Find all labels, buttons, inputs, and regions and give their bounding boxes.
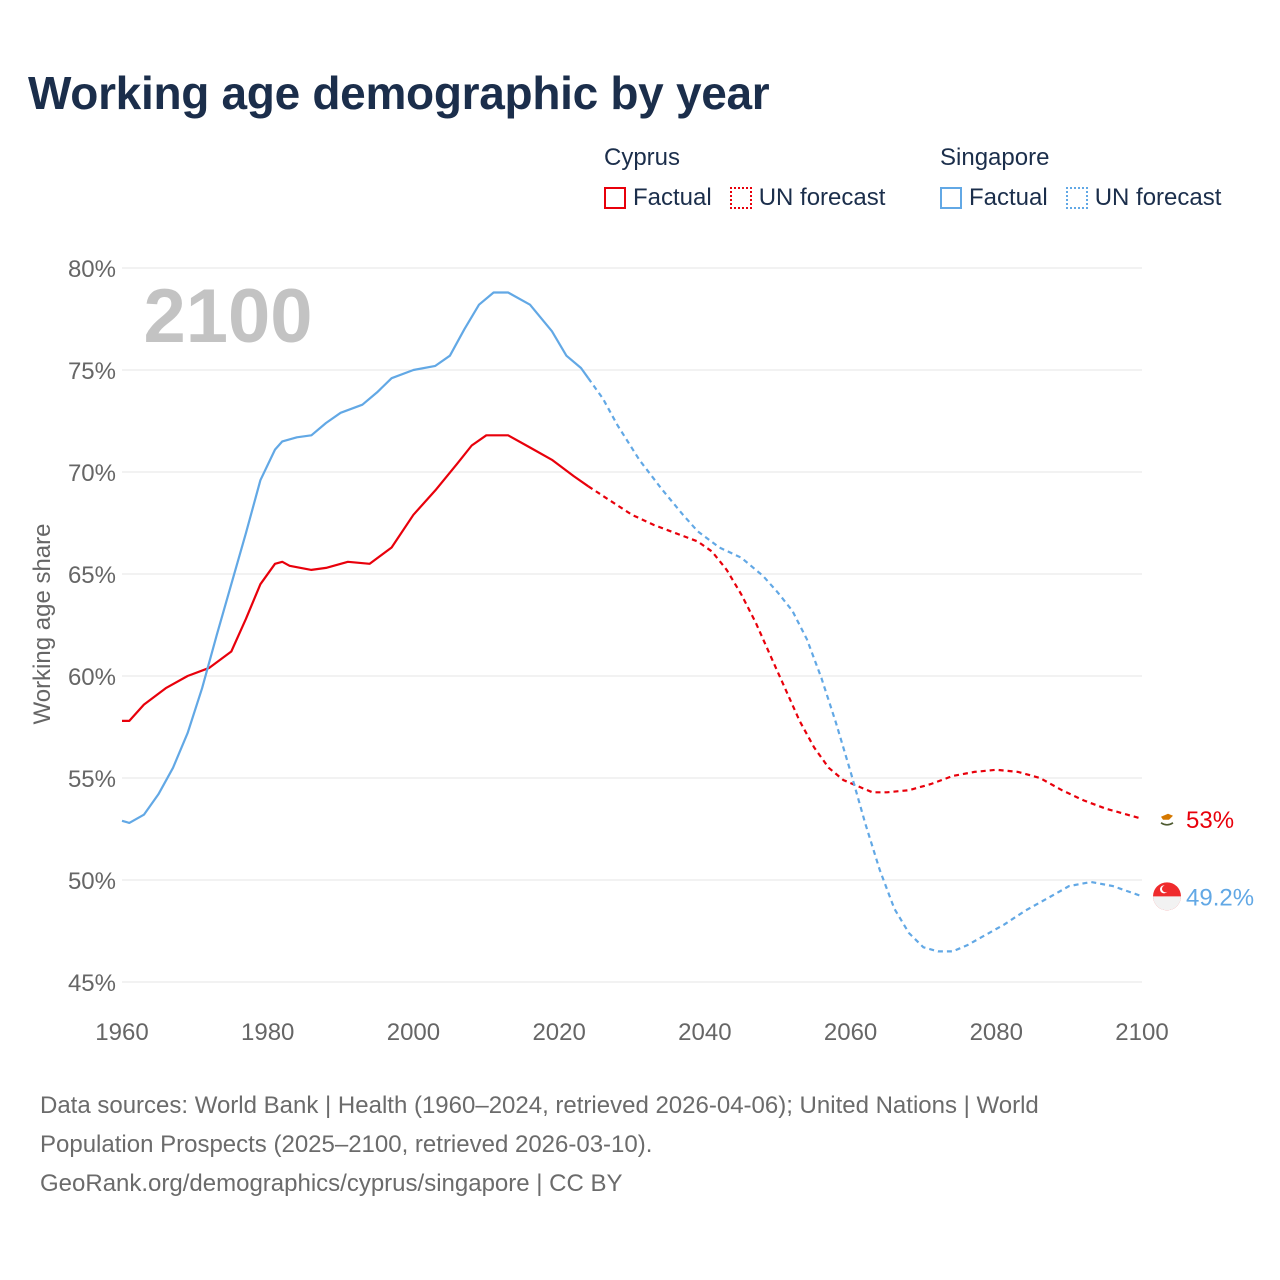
x-tick-label: 2080 xyxy=(970,1019,1023,1046)
year-overlay: 2100 xyxy=(143,274,312,359)
singapore-flag-crescent-cut xyxy=(1162,885,1169,893)
source-line-2: Population Prospects (2025–2100, retriev… xyxy=(40,1131,653,1158)
series-lines xyxy=(121,291,1143,953)
singapore-flag-lower xyxy=(1153,896,1181,911)
legend-group-cyprus: Cyprus xyxy=(604,144,681,171)
legend-swatch-singapore-forecast xyxy=(1065,187,1088,209)
end-label-cyprus: 53% xyxy=(1186,807,1234,834)
legend-label-cyprus-factual: Factual xyxy=(633,184,712,211)
legend-swatch-cyprus-factual xyxy=(604,187,626,209)
x-tick-label: 1980 xyxy=(241,1019,294,1046)
legend-swatch-cyprus-forecast xyxy=(729,187,752,209)
cyprus-flag-olive xyxy=(1160,822,1174,826)
y-axis-label: Working age share xyxy=(29,524,56,725)
x-tick-label: 2020 xyxy=(532,1019,585,1046)
series-line-cyprus-factual xyxy=(122,434,589,722)
y-tick-label: 45% xyxy=(68,970,116,997)
data-sources: Data sources: World Bank | Health (1960–… xyxy=(40,1086,1240,1203)
series-line-cyprus-forecast xyxy=(587,485,1143,820)
series-line-singapore-factual xyxy=(121,291,590,824)
y-tick-label: 50% xyxy=(68,868,116,895)
x-tick-label: 2040 xyxy=(678,1019,731,1046)
legend-label-singapore-forecast: UN forecast xyxy=(1094,184,1222,211)
x-tick-label: 2060 xyxy=(824,1019,877,1046)
legend-label-singapore-factual: Factual xyxy=(969,184,1048,211)
y-tick-label: 80% xyxy=(68,256,116,283)
end-markers: 53% 49.2% xyxy=(1153,807,1254,911)
cyprus-flag-island xyxy=(1161,813,1173,820)
source-line-1: Data sources: World Bank | Health (1960–… xyxy=(40,1092,1039,1119)
legend-row-singapore: Factual UN forecast xyxy=(940,184,1221,212)
y-tick-label: 70% xyxy=(68,460,116,487)
x-tick-label: 1960 xyxy=(95,1019,148,1046)
y-tick-label: 60% xyxy=(68,664,116,691)
series-line-singapore-forecast xyxy=(587,377,1143,953)
end-label-singapore: 49.2% xyxy=(1186,884,1254,911)
legend-label-cyprus-forecast: UN forecast xyxy=(758,184,886,211)
legend-row-cyprus: Factual UN forecast xyxy=(604,184,885,212)
y-tick-label: 55% xyxy=(68,766,116,793)
page-title: Working age demographic by year xyxy=(28,67,770,119)
y-tick-label: 65% xyxy=(68,562,116,589)
legend-swatch-singapore-factual xyxy=(940,187,962,209)
legend-group-singapore: Singapore xyxy=(940,144,1050,171)
x-tick-label: 2100 xyxy=(1115,1019,1168,1046)
y-axis-ticks: 45% 50% 55% 60% 65% 70% 75% 80% xyxy=(68,256,116,997)
x-tick-label: 2000 xyxy=(387,1019,440,1046)
y-tick-label: 75% xyxy=(68,358,116,385)
source-link[interactable]: GeoRank.org/demographics/cyprus/singapor… xyxy=(40,1170,623,1197)
x-axis-ticks: 1960 1980 2000 2020 2040 2060 2080 2100 xyxy=(95,1019,1168,1046)
line-chart: 45% 50% 55% 60% 65% 70% 75% 80% 1960 1980 2000 202… xyxy=(29,256,1254,1046)
grid-lines xyxy=(122,267,1142,983)
